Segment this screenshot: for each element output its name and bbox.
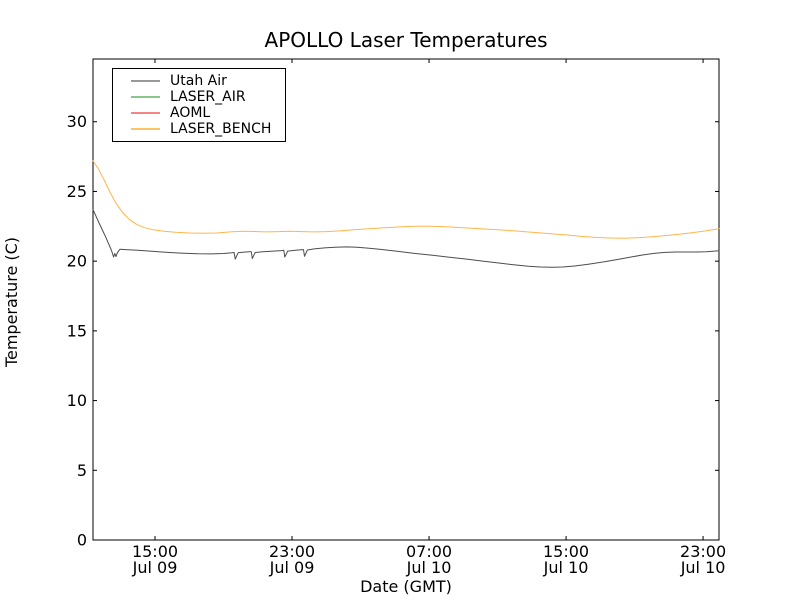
axes-frame bbox=[92, 58, 720, 541]
x-axis-label: Date (GMT) bbox=[360, 577, 452, 596]
series-line-laser-bench bbox=[92, 160, 720, 239]
y-axis-label: Temperature (C) bbox=[2, 236, 21, 368]
y-tick-label: 5 bbox=[77, 461, 87, 480]
legend-item-utah-air: Utah Air bbox=[113, 73, 285, 89]
y-tick-label: 15 bbox=[67, 321, 87, 340]
chart-title: APOLLO Laser Temperatures bbox=[264, 28, 548, 52]
legend-item-laser-air: LASER_AIR bbox=[113, 89, 285, 105]
series-line-utah-air bbox=[92, 209, 720, 268]
y-tick-label: 10 bbox=[67, 391, 87, 410]
legend-item-laser-bench: LASER_BENCH bbox=[113, 121, 285, 137]
legend-label: Utah Air bbox=[170, 73, 227, 89]
legend-line-swatch bbox=[131, 96, 160, 98]
x-tick-label-date: Jul 10 bbox=[680, 558, 726, 577]
x-tick-label-time: 23:00 bbox=[269, 542, 315, 561]
x-tick-label-date: Jul 10 bbox=[406, 558, 452, 577]
x-tick-label-time: 15:00 bbox=[543, 542, 589, 561]
legend-line-swatch bbox=[131, 128, 160, 130]
x-tick-label-time: 07:00 bbox=[406, 542, 452, 561]
legend-line-swatch bbox=[131, 112, 160, 114]
x-tick-label-date: Jul 09 bbox=[269, 558, 315, 577]
legend: Utah Air LASER_AIR AOML LASER_BENCH bbox=[112, 68, 286, 142]
x-tick-label-time: 15:00 bbox=[132, 542, 178, 561]
y-tick-label: 20 bbox=[67, 252, 87, 271]
x-tick-label-date: Jul 09 bbox=[132, 558, 178, 577]
legend-label: LASER_AIR bbox=[170, 89, 246, 105]
y-tick-label: 25 bbox=[67, 182, 87, 201]
y-tick-label: 30 bbox=[67, 112, 87, 131]
legend-label: AOML bbox=[170, 105, 211, 121]
legend-label: LASER_BENCH bbox=[170, 121, 272, 137]
x-tick-label-date: Jul 10 bbox=[543, 558, 589, 577]
y-tick-label: 0 bbox=[77, 531, 87, 550]
x-tick-label-time: 23:00 bbox=[680, 542, 726, 561]
legend-line-swatch bbox=[131, 80, 160, 82]
legend-item-aoml: AOML bbox=[113, 105, 285, 121]
